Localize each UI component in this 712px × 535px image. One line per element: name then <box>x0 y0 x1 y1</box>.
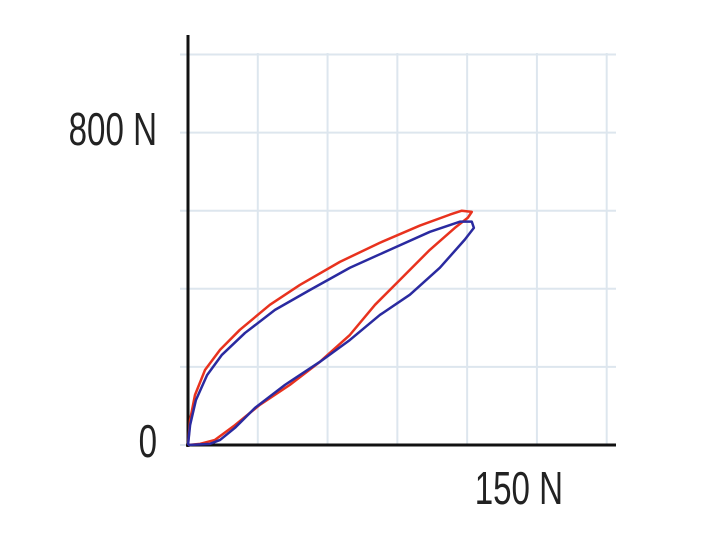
series-line <box>186 209 474 447</box>
y-tick-label: 0 <box>139 417 157 467</box>
x-tick-label: 150 N <box>475 464 563 514</box>
y-tick-label: 800 N <box>69 105 157 155</box>
series-line <box>186 220 476 447</box>
